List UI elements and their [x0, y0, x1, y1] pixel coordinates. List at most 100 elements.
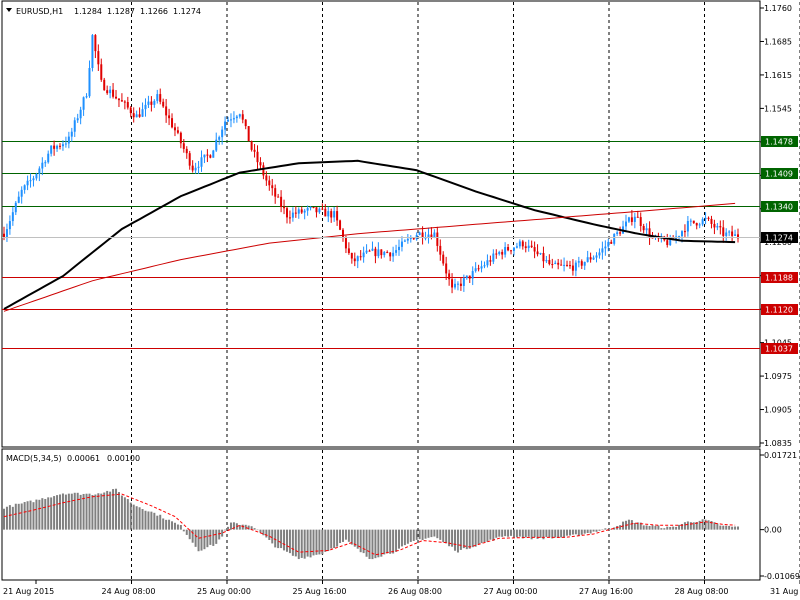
candle-body [312, 207, 315, 209]
candle-body [168, 115, 171, 119]
macd-bar [191, 529, 194, 543]
candle-body [162, 101, 165, 107]
candle-body [306, 208, 309, 211]
candle-body [35, 174, 38, 179]
level-tag [761, 272, 798, 283]
macd-bar [64, 494, 67, 530]
candle-body [330, 211, 333, 218]
macd-bar [660, 528, 663, 530]
candle-body [182, 143, 185, 149]
price-tick-label: 1.0975 [764, 372, 792, 381]
macd-bar [53, 496, 56, 530]
candle-body [333, 211, 336, 218]
macd-bar [274, 529, 277, 548]
horizontal-levels[interactable] [2, 141, 760, 349]
macd-bar [698, 520, 701, 530]
candle-body [489, 260, 492, 262]
macd-bar [215, 529, 218, 544]
macd-bar [639, 522, 642, 530]
level-label: 1.1120 [765, 306, 793, 315]
price-axis[interactable]: 1.17601.16851.16151.15451.14751.14051.13… [760, 4, 792, 448]
macd-bar [683, 522, 686, 530]
candle-body [97, 51, 100, 65]
candle-body [633, 216, 636, 222]
macd-bar [380, 529, 383, 557]
candle-body [403, 240, 406, 242]
macd-bar [362, 529, 365, 554]
candle-body [542, 253, 545, 262]
candle-body [427, 234, 430, 238]
macd-bar [59, 494, 62, 530]
candle-body [595, 255, 598, 258]
macd-bar [551, 529, 554, 539]
candle-body [592, 257, 595, 260]
macd-bar [268, 529, 271, 540]
candle-body [297, 209, 300, 214]
candle-body [341, 229, 344, 238]
macd-bar [241, 524, 244, 530]
macd-bar [79, 494, 82, 530]
candle-body [300, 209, 303, 213]
candle-body [44, 162, 47, 164]
macd-bar [607, 528, 610, 530]
candle-body [117, 98, 120, 101]
macd-bar [73, 492, 76, 530]
candle-body [722, 227, 725, 236]
candle-body [678, 236, 681, 238]
macd-bar [165, 519, 168, 530]
macd-bar [409, 529, 412, 542]
level-tag [761, 201, 798, 212]
candle-body [356, 256, 359, 262]
macd-bar [368, 529, 371, 560]
macd-bar [598, 529, 601, 531]
macd-bar [701, 519, 704, 530]
time-axis[interactable]: 21 Aug 2015 24 Aug 08:00 25 Aug 00:00 25 Au… [3, 580, 800, 596]
candle-body [126, 102, 129, 108]
candle-body [566, 264, 569, 266]
candle-body [501, 251, 504, 255]
chevron-down-icon[interactable] [6, 8, 12, 12]
candle-body [64, 143, 67, 145]
price-panel[interactable] [1, 0, 761, 448]
candle-body [471, 271, 474, 279]
macd-bar [501, 529, 504, 537]
macd-bar [91, 495, 94, 530]
candle-body [256, 151, 259, 163]
candle-body [686, 221, 689, 232]
macd-bar [277, 529, 280, 549]
candle-body [530, 245, 533, 248]
candle-body [265, 175, 268, 181]
macd-bar [356, 529, 359, 549]
macd-bar [377, 529, 380, 558]
macd-bar [686, 521, 689, 530]
candle-body [91, 35, 94, 69]
macd-bar [238, 524, 241, 530]
candle-body [235, 116, 238, 119]
price-tick-label: 1.1760 [764, 4, 792, 13]
candle-body [383, 252, 386, 256]
macd-bar [474, 529, 477, 547]
macd-bar [153, 512, 156, 530]
candle-body [17, 196, 20, 203]
time-label: 27 Aug 16:00 [579, 587, 633, 596]
macd-bar [633, 522, 636, 530]
macd-bar [244, 524, 247, 530]
macd-bar [330, 529, 333, 549]
macd-label: MACD(5,34,5) [6, 454, 62, 463]
macd-bar [406, 529, 409, 544]
macd-bar [456, 529, 459, 553]
candle-body [406, 238, 409, 241]
level-tag [761, 168, 798, 179]
candle-body [344, 237, 347, 249]
macd-bar [489, 529, 492, 540]
macd-bar [126, 499, 129, 530]
level-label: 1.1340 [765, 203, 793, 212]
macd-bar [415, 529, 418, 540]
macd-bar [5, 506, 8, 530]
macd-bar [734, 526, 737, 530]
candle-body [82, 97, 85, 110]
macd-bar [424, 529, 427, 539]
macd-bar [563, 529, 566, 538]
candle-body [421, 232, 424, 238]
